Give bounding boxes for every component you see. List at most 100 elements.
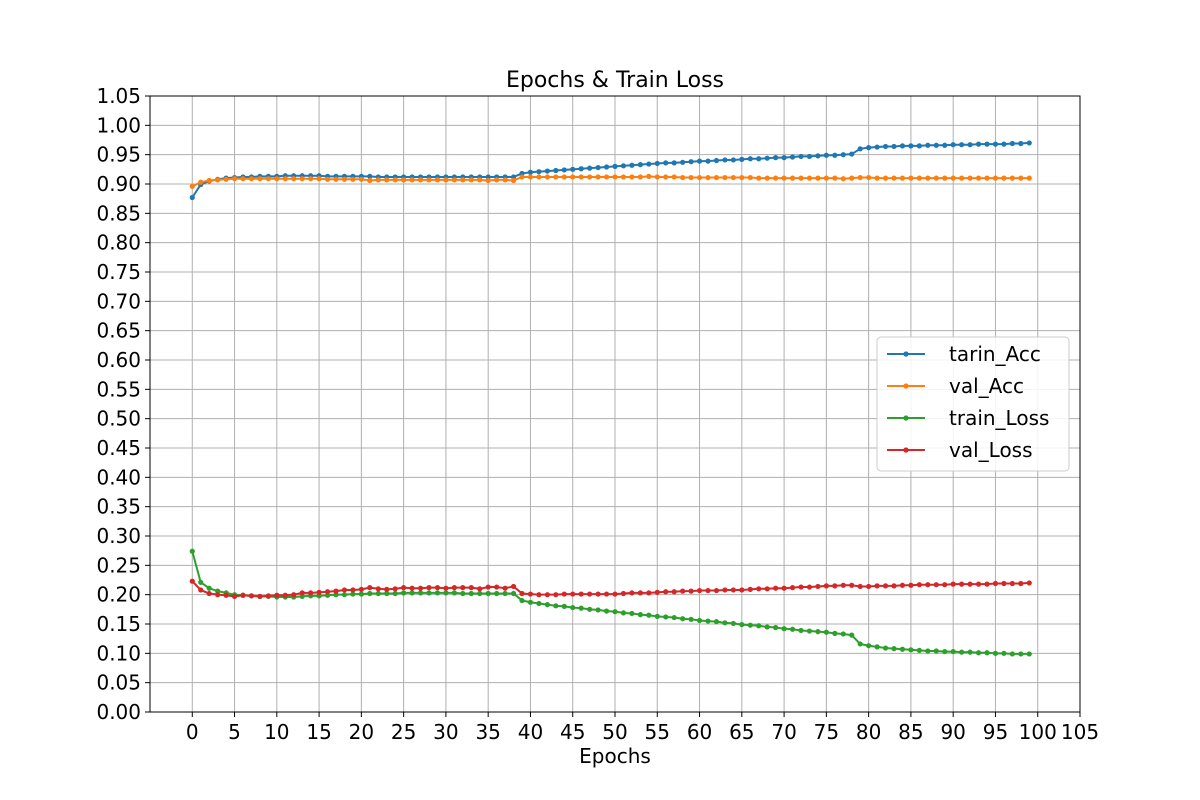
data-point bbox=[375, 177, 381, 183]
data-point bbox=[189, 194, 195, 201]
data-point bbox=[933, 582, 939, 588]
data-point bbox=[367, 590, 373, 597]
legend-label: tarin_Acc bbox=[949, 342, 1041, 366]
data-point bbox=[561, 603, 567, 610]
data-point bbox=[544, 602, 550, 608]
y-tick-label: 1.05 bbox=[96, 84, 141, 108]
data-point bbox=[367, 177, 373, 184]
data-point bbox=[773, 175, 779, 181]
data-point bbox=[1018, 175, 1024, 181]
data-point bbox=[806, 153, 813, 160]
data-point bbox=[265, 176, 271, 182]
data-point bbox=[612, 609, 618, 615]
data-point bbox=[231, 593, 238, 600]
data-point bbox=[882, 175, 889, 181]
data-point bbox=[857, 583, 863, 590]
data-point bbox=[730, 587, 736, 593]
y-tick-label: 0.65 bbox=[96, 319, 141, 343]
legend-item: val_Loss bbox=[887, 438, 1033, 462]
data-point bbox=[612, 591, 618, 597]
data-point bbox=[908, 175, 914, 181]
y-tick-label: 0.90 bbox=[96, 172, 141, 196]
data-point bbox=[341, 176, 348, 182]
data-point bbox=[756, 156, 762, 162]
data-point bbox=[671, 589, 677, 595]
data-point bbox=[282, 176, 288, 182]
data-point bbox=[1018, 651, 1024, 657]
data-point bbox=[595, 607, 601, 613]
data-point bbox=[443, 590, 449, 596]
data-point bbox=[942, 648, 948, 655]
data-point bbox=[984, 141, 990, 147]
data-point bbox=[908, 647, 914, 653]
data-point bbox=[866, 145, 872, 151]
data-point bbox=[409, 590, 415, 596]
data-point bbox=[536, 592, 542, 598]
legend-marker bbox=[903, 447, 909, 453]
x-tick-label: 25 bbox=[391, 720, 416, 744]
data-point bbox=[882, 143, 889, 150]
series-line bbox=[191, 580, 1030, 598]
y-tick-label: 0.05 bbox=[96, 671, 141, 695]
data-point bbox=[595, 164, 601, 171]
series-line bbox=[191, 175, 1030, 188]
data-point bbox=[950, 175, 956, 181]
data-point bbox=[274, 176, 280, 182]
data-point bbox=[333, 588, 339, 594]
data-point bbox=[451, 585, 457, 591]
data-point bbox=[1018, 140, 1024, 147]
data-point bbox=[189, 548, 195, 554]
data-point bbox=[1026, 580, 1032, 586]
data-point bbox=[798, 153, 804, 160]
x-tick-label: 20 bbox=[349, 720, 374, 744]
data-point bbox=[713, 587, 720, 594]
data-point bbox=[789, 154, 796, 160]
data-point bbox=[206, 177, 212, 184]
legend-label: train_Loss bbox=[949, 406, 1049, 430]
data-point bbox=[485, 590, 491, 597]
x-tick-label: 55 bbox=[645, 720, 670, 744]
data-point bbox=[925, 175, 931, 181]
x-tick-label: 70 bbox=[771, 720, 796, 744]
data-point bbox=[519, 174, 525, 180]
data-point bbox=[680, 616, 686, 622]
data-point bbox=[823, 629, 829, 635]
data-point bbox=[705, 158, 711, 164]
y-tick-label: 0.35 bbox=[96, 495, 141, 519]
data-point bbox=[620, 610, 627, 616]
data-point bbox=[840, 176, 846, 182]
data-point bbox=[688, 616, 694, 622]
data-point bbox=[992, 175, 999, 181]
y-tick-label: 0.75 bbox=[96, 260, 141, 284]
data-point bbox=[705, 174, 711, 181]
data-point bbox=[417, 590, 424, 596]
data-point bbox=[849, 582, 855, 588]
data-point bbox=[975, 650, 982, 656]
data-point bbox=[629, 162, 635, 168]
data-point bbox=[417, 585, 424, 591]
data-point bbox=[680, 159, 686, 165]
data-point bbox=[316, 176, 322, 182]
data-point bbox=[646, 173, 652, 179]
data-point bbox=[925, 582, 931, 588]
data-point bbox=[502, 585, 508, 591]
data-point bbox=[781, 175, 787, 181]
y-tick-label: 1.00 bbox=[96, 113, 141, 137]
data-point bbox=[485, 584, 491, 590]
data-point bbox=[671, 160, 677, 166]
y-tick-label: 0.95 bbox=[96, 143, 141, 167]
x-tick-label: 80 bbox=[856, 720, 881, 744]
data-point bbox=[781, 585, 787, 591]
data-point bbox=[866, 643, 872, 649]
data-point bbox=[975, 141, 982, 147]
data-point bbox=[477, 177, 483, 183]
data-point bbox=[451, 177, 457, 183]
data-point bbox=[434, 177, 441, 183]
data-point bbox=[240, 592, 246, 598]
data-point bbox=[570, 174, 576, 180]
data-point bbox=[756, 623, 762, 629]
data-point bbox=[899, 143, 906, 149]
data-point bbox=[781, 626, 787, 632]
data-point bbox=[1009, 580, 1015, 587]
data-point bbox=[257, 176, 263, 182]
